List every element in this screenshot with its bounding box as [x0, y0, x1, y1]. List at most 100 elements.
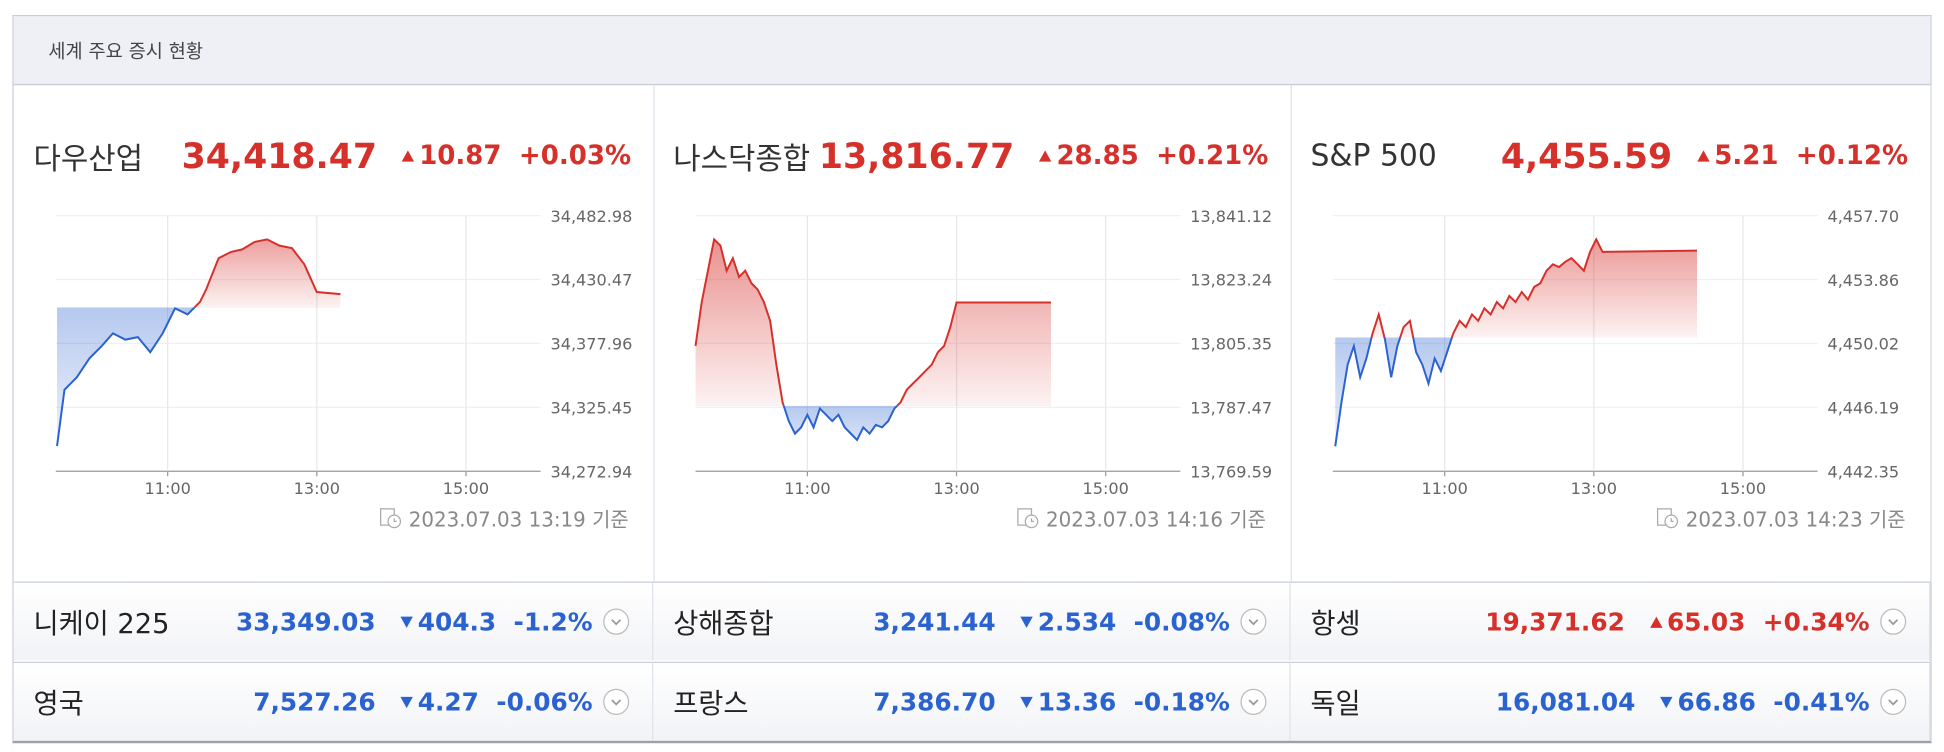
index-name: 나스닥종합 — [673, 140, 811, 177]
index-row: 상해종합 3,241.44 2.534 -0.08% — [653, 581, 1291, 661]
y-tick-label: 13,841.12 — [1190, 207, 1272, 226]
row-price: 7,527.26 — [253, 686, 376, 717]
y-tick-label: 4,453.86 — [1827, 271, 1899, 290]
change-arrow — [1020, 615, 1033, 628]
expand-button[interactable] — [1880, 608, 1907, 636]
mini-chart: 4,442.35 4,446.19 4,450.02 4,453.86 4,457.70… — [1332, 207, 1899, 498]
header: 세계 주요 증시 현황 — [13, 16, 1931, 86]
market-box: 세계 주요 증시 현황 34,272.94 34,325.45 34,377.96 3… — [12, 15, 1932, 744]
index-percent: +0.12% — [1795, 140, 1909, 171]
row-percent: +0.34% — [1762, 606, 1870, 637]
line-above — [694, 237, 1051, 406]
index-row: 독일 16,081.04 66.86 -0.41% — [1290, 661, 1931, 741]
timestamp-text: 2023.07.03 14:23 기준 — [1685, 507, 1906, 532]
change-arrow — [1696, 149, 1710, 162]
y-tick-label: 13,787.47 — [1190, 399, 1272, 418]
mini-chart: 13,769.59 13,787.47 13,805.35 13,823.24 13,8… — [694, 207, 1272, 498]
row-change: 2.534 — [1037, 606, 1117, 637]
y-tick-label: 4,446.19 — [1827, 398, 1899, 417]
line-above — [174, 238, 341, 308]
expand-button[interactable] — [603, 688, 630, 716]
row-percent: -0.08% — [1133, 606, 1230, 637]
x-tick-label: 15:00 — [1083, 479, 1129, 498]
row-name: 독일 — [1310, 689, 1361, 721]
area-above — [695, 239, 1052, 406]
row-percent: -0.06% — [496, 686, 593, 717]
change-arrow — [1020, 696, 1033, 708]
change-arrow — [400, 615, 413, 628]
row-percent: -1.2% — [513, 606, 593, 637]
y-tick-label: 4,457.70 — [1827, 207, 1899, 226]
area-above — [1335, 239, 1698, 338]
expand-button[interactable] — [603, 608, 630, 636]
x-tick-label: 11:00 — [784, 479, 830, 498]
index-change: 5.21 — [1714, 140, 1779, 171]
clock-icon — [1016, 508, 1038, 529]
y-tick-label: 13,823.24 — [1190, 271, 1272, 290]
area-below — [695, 405, 1052, 440]
expand-button[interactable] — [1240, 608, 1267, 636]
y-tick-label: 13,805.35 — [1190, 335, 1272, 354]
y-tick-label: 4,450.02 — [1827, 335, 1899, 354]
row-price: 19,371.62 — [1485, 606, 1625, 637]
mini-chart: 34,272.94 34,325.45 34,377.96 34,430.47 34,4… — [55, 207, 632, 498]
index-percent: +0.03% — [518, 140, 632, 171]
clock-icon — [379, 508, 401, 529]
x-tick-label: 13:00 — [933, 479, 979, 498]
y-tick-label: 34,430.47 — [550, 271, 632, 290]
x-tick-label: 15:00 — [443, 479, 489, 498]
index-row: 프랑스 7,386.70 13.36 -0.18% — [653, 661, 1291, 741]
index-change: 10.87 — [419, 140, 502, 171]
row-name: 영국 — [33, 689, 84, 721]
timestamp-text: 2023.07.03 13:19 기준 — [408, 507, 629, 532]
change-arrow — [400, 696, 413, 708]
index-panel: 34,272.94 34,325.45 34,377.96 34,430.47 34,4… — [14, 85, 655, 582]
y-tick-label: 34,482.98 — [550, 207, 632, 226]
y-tick-label: 34,377.96 — [550, 335, 632, 354]
index-price: 34,418.47 — [181, 134, 378, 177]
y-tick-label: 34,325.45 — [550, 399, 632, 418]
expand-button[interactable] — [1240, 688, 1267, 716]
x-tick-label: 15:00 — [1720, 479, 1766, 498]
row-name: 항셍 — [1310, 609, 1361, 641]
header-title: 세계 주요 증시 현황 — [48, 40, 203, 63]
x-tick-label: 13:00 — [294, 479, 340, 498]
row-price: 7,386.70 — [873, 686, 996, 717]
index-name: 다우산업 — [33, 140, 143, 177]
y-tick-label: 34,272.94 — [550, 462, 632, 481]
row-name: 니케이 225 — [33, 609, 170, 641]
timestamp-text: 2023.07.03 14:16 기준 — [1045, 507, 1266, 532]
change-arrow — [401, 149, 415, 162]
row-change: 4.27 — [417, 686, 479, 717]
index-percent: +0.21% — [1156, 140, 1269, 171]
timestamp: 2023.07.03 13:19 기준 — [379, 503, 629, 533]
index-change: 28.85 — [1056, 140, 1139, 171]
clock-icon — [1656, 508, 1678, 529]
row-change: 13.36 — [1037, 686, 1117, 717]
row-percent: -0.41% — [1773, 686, 1870, 717]
area-below — [57, 307, 195, 447]
row-name: 프랑스 — [673, 689, 749, 721]
row-change: 404.3 — [417, 606, 497, 637]
change-arrow — [1039, 149, 1052, 162]
row-change: 65.03 — [1667, 606, 1746, 637]
index-price: 13,816.77 — [818, 134, 1015, 177]
index-panel: 4,442.35 4,446.19 4,450.02 4,453.86 4,457.70… — [1291, 85, 1932, 582]
index-panel: 13,769.59 13,787.47 13,805.35 13,823.24 13,8… — [653, 85, 1292, 582]
row-name: 상해종합 — [673, 609, 774, 641]
timestamp: 2023.07.03 14:16 기준 — [1016, 503, 1266, 533]
expand-button[interactable] — [1880, 688, 1907, 716]
line-below — [56, 307, 197, 447]
panel-header: S&P 500 4,455.59 5.21 +0.12% — [1310, 130, 1908, 180]
change-arrow — [1660, 696, 1673, 708]
row-price: 3,241.44 — [873, 606, 996, 637]
y-tick-label: 4,442.35 — [1827, 462, 1899, 481]
x-tick-label: 11:00 — [144, 479, 190, 498]
line-above — [1370, 237, 1698, 338]
change-arrow — [1649, 615, 1663, 628]
row-price: 16,081.04 — [1495, 686, 1636, 717]
area-above — [57, 239, 341, 308]
index-row: 영국 7,527.26 4.27 -0.06% — [13, 661, 654, 741]
